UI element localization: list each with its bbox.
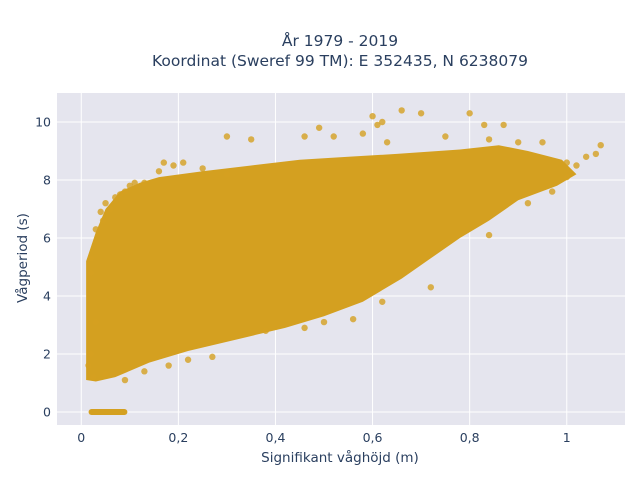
scatter-point <box>102 199 109 207</box>
scatter-point <box>170 162 177 169</box>
scatter-point <box>262 327 269 334</box>
scatter-point <box>87 269 95 276</box>
x-tick-label: 0,2 <box>168 430 188 445</box>
scatter-point <box>359 130 367 137</box>
scatter-point <box>398 107 405 114</box>
x-tick-label: 0,8 <box>460 430 480 445</box>
scatter-point <box>99 217 107 224</box>
scatter-point <box>466 110 473 117</box>
scatter-point <box>90 373 97 381</box>
chart-subtitle: Koordinat (Sweref 99 TM): E 352435, N 62… <box>152 52 528 70</box>
y-tick-label: 0 <box>43 404 51 419</box>
scatter-point <box>417 110 425 117</box>
scatter-density-region <box>86 145 577 415</box>
scatter-point <box>379 298 386 305</box>
scatter-point <box>247 136 255 143</box>
scatter-point <box>184 356 192 363</box>
scatter-point <box>121 376 129 384</box>
scatter-point <box>112 194 119 201</box>
scatter-point <box>87 255 95 262</box>
scatter-point <box>121 188 129 195</box>
scatter-point <box>563 173 570 181</box>
scatter-point <box>315 124 323 131</box>
scatter-point <box>199 165 206 172</box>
scatter-point <box>374 121 381 129</box>
scatter-point <box>92 226 100 233</box>
scatter-point <box>107 205 114 213</box>
scatter-point <box>485 231 493 239</box>
scatter-point <box>500 121 507 129</box>
scatter-point <box>349 315 357 323</box>
scatter-point <box>539 139 546 146</box>
y-tick-label: 2 <box>43 346 51 361</box>
scatter-point <box>180 159 187 166</box>
scatter-point <box>165 362 172 369</box>
scatter-point <box>131 179 138 187</box>
scatter-point <box>427 284 435 291</box>
dense-scatter-area <box>86 145 577 382</box>
x-tick-label: 1 <box>563 430 571 445</box>
scatter-point <box>597 141 604 149</box>
scatter-point <box>383 139 391 146</box>
scatter-point <box>87 350 95 358</box>
x-axis-ticks: 0 0,2 0,4 0,6 0,8 1 <box>77 430 570 445</box>
x-axis-title: Signifikant våghöjd (m) <box>261 449 419 466</box>
scatter-point <box>582 153 590 160</box>
chart-title: År 1979 - 2019 <box>282 31 398 50</box>
scatter-point <box>442 133 449 140</box>
scatter-point <box>160 159 168 166</box>
scatter-point <box>320 318 328 326</box>
scatter-point <box>592 150 600 158</box>
scatter-point <box>116 191 124 198</box>
scatter-point <box>223 170 231 178</box>
zero-period-cluster <box>88 408 128 415</box>
x-tick-label: 0,6 <box>363 430 383 445</box>
scatter-point <box>301 324 308 332</box>
y-tick-label: 4 <box>43 288 51 303</box>
scatter-point <box>573 162 580 169</box>
y-tick-label: 6 <box>43 230 51 245</box>
scatter-point <box>330 133 337 140</box>
y-axis-title: Vågperiod (s) <box>14 213 31 303</box>
scatter-point <box>155 168 163 175</box>
scatter-point <box>548 188 556 195</box>
scatter-point <box>223 133 231 140</box>
scatter-point <box>126 182 134 189</box>
scatter-point <box>141 179 148 187</box>
scatter-point <box>97 208 104 216</box>
scatter-point <box>209 353 216 361</box>
scatter-point <box>141 368 148 375</box>
x-tick-label: 0 <box>77 430 85 445</box>
scatter-point <box>563 159 570 166</box>
scatter-point <box>485 136 493 143</box>
scatter-point <box>481 121 488 129</box>
scatter-point <box>301 133 308 140</box>
x-tick-label: 0,4 <box>266 430 286 445</box>
scatter-point <box>524 199 532 207</box>
scatter-point <box>102 371 109 378</box>
y-tick-label: 10 <box>35 114 51 129</box>
scatter-point <box>379 118 386 126</box>
scatter-point <box>369 112 376 120</box>
scatter-points <box>85 107 604 384</box>
scatter-point <box>92 318 100 326</box>
y-tick-label: 8 <box>43 172 51 187</box>
scatter-point <box>514 139 522 146</box>
y-axis-ticks: 0 2 4 6 8 10 <box>35 114 51 419</box>
scatter-point <box>85 362 92 369</box>
